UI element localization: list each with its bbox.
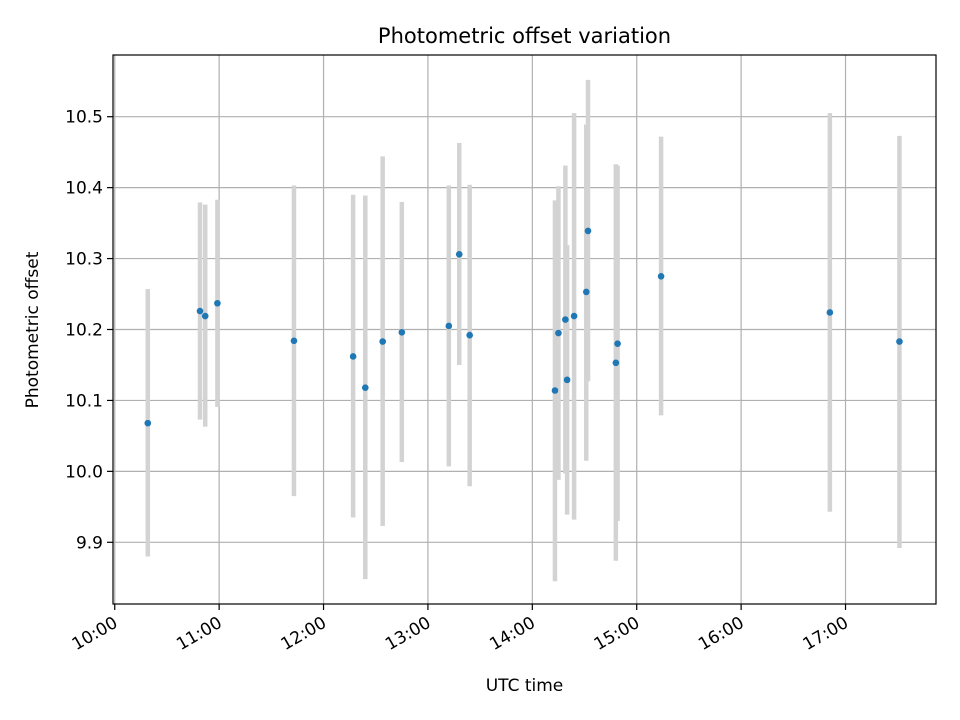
data-point — [455, 251, 463, 258]
data-point — [551, 387, 559, 394]
data-point — [612, 359, 620, 367]
data-point — [563, 376, 571, 384]
y-tick-label: 10.5 — [65, 108, 103, 128]
grid-lines — [113, 55, 936, 604]
x-tick-label: 13:00 — [382, 613, 434, 655]
data-point — [466, 331, 473, 339]
data-point — [379, 338, 386, 345]
x-axis-ticks: 10:00 11:00 12:00 13:00 14:00 15:00 16:00 17:00 — [69, 604, 852, 655]
data-point — [896, 338, 903, 345]
y-tick-label: 10.3 — [65, 250, 103, 270]
data-point — [201, 312, 209, 320]
data-points — [144, 227, 903, 427]
data-point — [826, 309, 834, 316]
data-point — [214, 299, 221, 307]
y-axis-label: Photometric offset — [23, 251, 43, 408]
data-point — [144, 419, 152, 427]
x-tick-label: 16:00 — [695, 613, 747, 655]
data-point — [582, 288, 590, 296]
data-point — [349, 353, 357, 360]
data-point — [614, 340, 621, 347]
x-tick-label: 12:00 — [278, 613, 330, 655]
data-point — [290, 337, 298, 345]
x-tick-label: 14:00 — [486, 613, 538, 655]
x-tick-label: 11:00 — [173, 613, 225, 655]
data-point — [445, 322, 453, 330]
data-point — [584, 227, 592, 235]
data-point — [555, 329, 562, 337]
error-bars — [145, 79, 902, 582]
x-tick-label: 15:00 — [591, 613, 643, 655]
chart-title: Photometric offset variation — [378, 24, 671, 48]
y-tick-label: 10.4 — [65, 179, 103, 199]
data-point — [657, 273, 665, 280]
y-tick-label: 10.2 — [65, 321, 103, 341]
data-point — [562, 316, 569, 323]
y-tick-label: 10.1 — [65, 391, 103, 411]
data-point — [361, 384, 369, 391]
x-tick-label: 10:00 — [69, 613, 121, 655]
y-axis-ticks: 9.9 10.0 10.1 10.2 10.3 10.4 10.5 — [65, 108, 113, 553]
x-tick-label: 17:00 — [800, 613, 852, 655]
x-axis-label: UTC time — [486, 676, 564, 696]
data-point — [398, 329, 406, 336]
data-point — [570, 312, 578, 320]
data-point — [196, 307, 204, 315]
y-tick-label: 9.9 — [76, 533, 103, 553]
y-tick-label: 10.0 — [65, 462, 103, 482]
